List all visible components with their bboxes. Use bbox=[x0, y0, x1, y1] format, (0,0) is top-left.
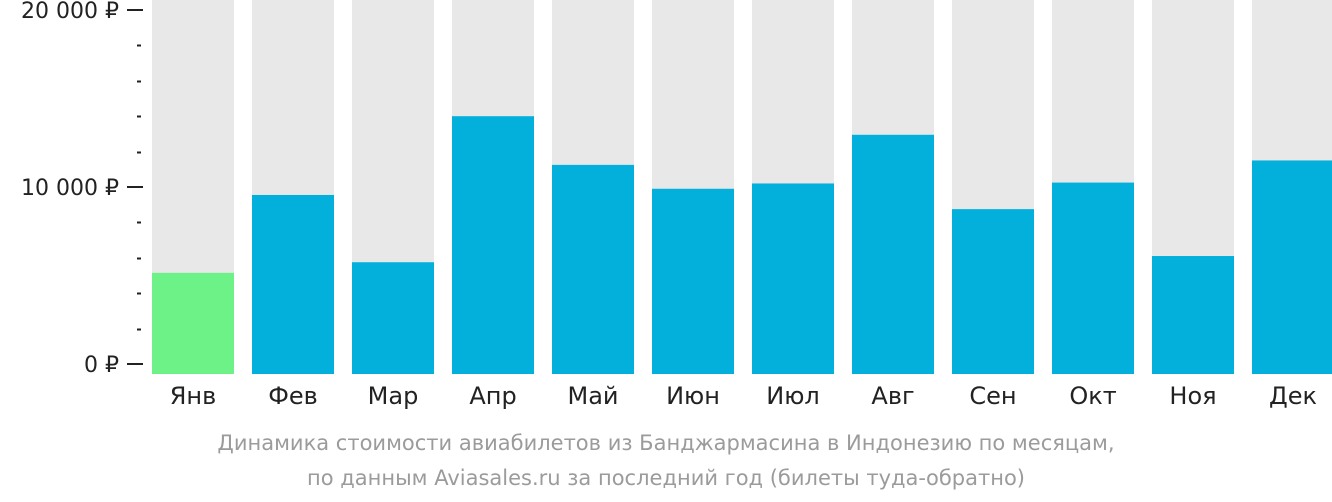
x-tick-label: Ноя bbox=[1169, 382, 1216, 410]
x-axis: Янв Фев Мар Апр Май Июн Июл Авг Сен Окт Ноя Дек bbox=[170, 382, 1317, 410]
x-tick-label: Окт bbox=[1069, 382, 1116, 410]
y-tick-label: 0 ₽ bbox=[84, 353, 119, 378]
bar-2 bbox=[252, 194, 334, 374]
x-tick-label: Мар bbox=[368, 382, 419, 410]
x-tick-label: Июн bbox=[666, 382, 720, 410]
x-tick-label: Июл bbox=[766, 382, 820, 410]
chart-caption-line-2: по данным Aviasales.ru за последний год … bbox=[307, 466, 1025, 490]
x-tick-label: Янв bbox=[170, 382, 217, 410]
bar-7 bbox=[752, 183, 834, 374]
bar-12 bbox=[1252, 160, 1332, 374]
bar-10 bbox=[1052, 182, 1134, 374]
y-tick-label: 10 000 ₽ bbox=[21, 176, 119, 201]
x-tick-label: Апр bbox=[469, 382, 516, 410]
bar-8 bbox=[852, 134, 934, 374]
x-tick-label: Сен bbox=[969, 382, 1016, 410]
bar-1 bbox=[152, 272, 234, 374]
data-bars bbox=[152, 116, 1332, 374]
bar-6 bbox=[652, 188, 734, 374]
x-tick-label: Май bbox=[567, 382, 618, 410]
x-tick-label: Дек bbox=[1269, 382, 1317, 410]
bar-3 bbox=[352, 262, 434, 374]
chart-caption-line-1: Динамика стоимости авиабилетов из Банджа… bbox=[217, 431, 1115, 455]
bar-11 bbox=[1152, 256, 1234, 374]
y-tick-label: 20 000 ₽ bbox=[21, 0, 119, 24]
x-tick-label: Авг bbox=[871, 382, 914, 410]
bar-9 bbox=[952, 209, 1034, 374]
x-tick-label: Фев bbox=[268, 382, 318, 410]
bar-5 bbox=[552, 164, 634, 374]
bar-4 bbox=[452, 116, 534, 374]
y-axis: 0 ₽ 10 000 ₽ 20 000 ₽ bbox=[21, 0, 143, 378]
